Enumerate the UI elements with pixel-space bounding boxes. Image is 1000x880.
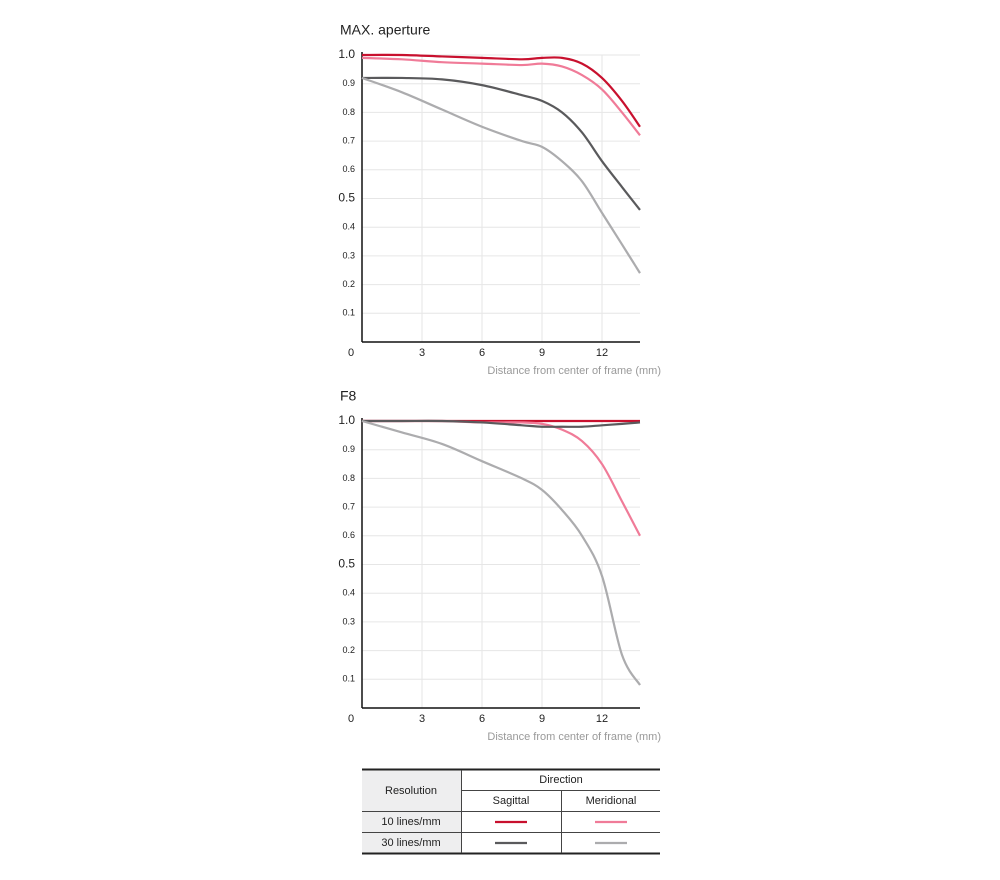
y-tick-label: 0.3	[342, 616, 355, 626]
y-tick-label: 1.0	[338, 413, 355, 427]
table-header: Direction	[539, 774, 582, 786]
y-tick-label: 0.9	[342, 78, 355, 88]
table-row-label: 10 lines/mm	[381, 816, 440, 828]
series-line	[361, 419, 641, 428]
x-tick-label: 3	[419, 713, 425, 725]
chart-title: MAX. aperture	[340, 22, 430, 38]
y-tick-label: 0.8	[342, 473, 355, 483]
series-line	[361, 56, 641, 137]
y-tick-label: 0.5	[338, 557, 355, 571]
y-tick-label: 0.3	[342, 250, 355, 260]
x-tick-label: 9	[539, 713, 545, 725]
table-header: Sagittal	[493, 795, 530, 807]
y-tick-label: 0.7	[342, 135, 355, 145]
y-tick-label: 0.2	[342, 645, 355, 655]
x-tick-label: 3	[419, 347, 425, 359]
series-line	[361, 76, 641, 274]
x-tick-label: 0	[348, 347, 354, 359]
y-tick-label: 0.8	[342, 107, 355, 117]
x-axis-label: Distance from center of frame (mm)	[487, 731, 661, 743]
x-tick-label: 12	[596, 713, 608, 725]
table-header: Resolution	[385, 785, 437, 797]
chart-title: F8	[340, 388, 357, 404]
y-tick-label: 0.9	[342, 444, 355, 454]
y-tick-label: 0.5	[338, 191, 355, 205]
y-tick-label: 0.1	[342, 674, 355, 684]
series-line	[361, 76, 641, 211]
x-tick-label: 12	[596, 347, 608, 359]
x-tick-label: 6	[479, 347, 485, 359]
series-line	[361, 53, 641, 128]
y-tick-label: 1.0	[338, 47, 355, 61]
y-tick-label: 0.7	[342, 501, 355, 511]
x-tick-label: 9	[539, 347, 545, 359]
x-tick-label: 6	[479, 713, 485, 725]
y-tick-label: 0.6	[342, 164, 355, 174]
y-tick-label: 0.4	[342, 222, 355, 232]
y-tick-label: 0.6	[342, 530, 355, 540]
x-axis-label: Distance from center of frame (mm)	[487, 365, 661, 377]
table-row-label: 30 lines/mm	[381, 837, 440, 849]
table-header: Meridional	[586, 795, 637, 807]
y-tick-label: 0.4	[342, 588, 355, 598]
x-tick-label: 0	[348, 713, 354, 725]
series-line	[361, 419, 641, 686]
y-tick-label: 0.2	[342, 279, 355, 289]
y-tick-label: 0.1	[342, 308, 355, 318]
